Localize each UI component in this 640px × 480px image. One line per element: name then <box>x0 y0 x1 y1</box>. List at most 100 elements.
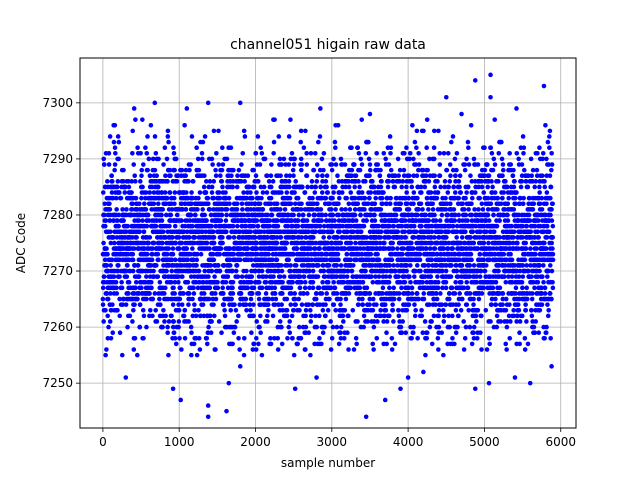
data-point <box>242 134 248 139</box>
data-point <box>129 190 134 195</box>
data-point <box>419 190 424 195</box>
data-point <box>331 190 336 195</box>
data-point <box>100 302 106 307</box>
data-point <box>278 235 284 240</box>
data-point <box>119 285 125 291</box>
data-point <box>443 279 449 285</box>
data-point <box>443 285 449 291</box>
data-point <box>130 201 135 207</box>
data-point <box>413 307 418 313</box>
data-point <box>456 302 461 307</box>
data-point <box>210 251 216 257</box>
data-point <box>118 195 124 201</box>
data-point <box>450 223 456 229</box>
data-point <box>204 240 210 246</box>
data-point <box>146 156 152 162</box>
data-point <box>422 184 428 190</box>
data-point <box>160 229 166 235</box>
data-point <box>464 156 469 162</box>
data-point <box>465 184 471 190</box>
data-point <box>361 313 367 319</box>
data-point <box>453 173 458 179</box>
data-point <box>255 223 261 229</box>
data-point <box>254 246 260 251</box>
data-point <box>293 302 298 307</box>
data-point <box>254 319 260 324</box>
data-point <box>114 207 119 212</box>
data-point <box>157 296 162 302</box>
data-point <box>145 167 150 173</box>
data-point <box>409 285 415 291</box>
data-point <box>444 235 449 240</box>
data-point <box>461 347 467 352</box>
data-point <box>298 156 304 162</box>
data-point <box>107 207 113 212</box>
data-point <box>146 218 152 223</box>
data-point <box>164 268 169 274</box>
data-point <box>206 274 211 279</box>
data-point <box>211 240 217 246</box>
data-point <box>140 307 146 313</box>
data-point <box>424 145 429 150</box>
data-point <box>477 195 482 201</box>
data-point <box>213 173 219 179</box>
data-point <box>115 307 120 313</box>
data-point <box>404 268 409 274</box>
data-point <box>257 279 262 285</box>
data-point <box>329 162 335 167</box>
data-point <box>266 307 271 313</box>
data-point <box>141 313 147 319</box>
data-point <box>466 207 471 212</box>
data-point <box>479 201 485 207</box>
data-point <box>109 179 115 184</box>
data-point <box>137 179 143 184</box>
data-point <box>319 156 325 162</box>
data-point <box>250 347 256 352</box>
data-point <box>260 207 266 212</box>
data-point <box>112 167 117 173</box>
data-point <box>364 285 370 291</box>
data-point <box>357 285 363 291</box>
data-point <box>372 201 378 207</box>
data-point <box>227 246 233 251</box>
data-point <box>211 257 217 263</box>
data-point <box>170 251 176 257</box>
data-point <box>126 291 131 296</box>
data-point <box>188 212 194 218</box>
data-point <box>452 291 458 296</box>
data-point <box>343 296 349 302</box>
data-point <box>163 173 168 179</box>
data-point <box>323 179 329 184</box>
data-point <box>392 341 398 347</box>
data-point <box>150 246 155 251</box>
data-point <box>299 201 304 207</box>
data-point <box>380 285 386 291</box>
data-point <box>189 330 194 335</box>
data-point <box>145 212 151 218</box>
data-point <box>186 179 191 184</box>
data-point <box>190 296 195 302</box>
data-point <box>133 117 138 122</box>
data-point <box>419 307 424 313</box>
data-point <box>277 319 283 324</box>
data-point <box>330 195 335 201</box>
data-point <box>378 207 384 212</box>
data-point <box>253 268 258 274</box>
data-point <box>358 156 364 162</box>
data-point <box>135 296 140 302</box>
data-point <box>420 279 425 285</box>
data-point <box>251 285 257 291</box>
data-point <box>360 296 365 302</box>
data-point <box>445 190 451 195</box>
data-point <box>437 218 443 223</box>
data-point <box>125 263 130 268</box>
data-point <box>313 184 319 190</box>
data-point <box>140 184 145 190</box>
data-point <box>403 218 408 223</box>
data-point <box>108 240 114 246</box>
data-point <box>314 162 320 167</box>
data-points <box>100 72 556 420</box>
data-point <box>479 347 484 352</box>
data-point <box>114 184 120 190</box>
data-point <box>290 279 295 285</box>
